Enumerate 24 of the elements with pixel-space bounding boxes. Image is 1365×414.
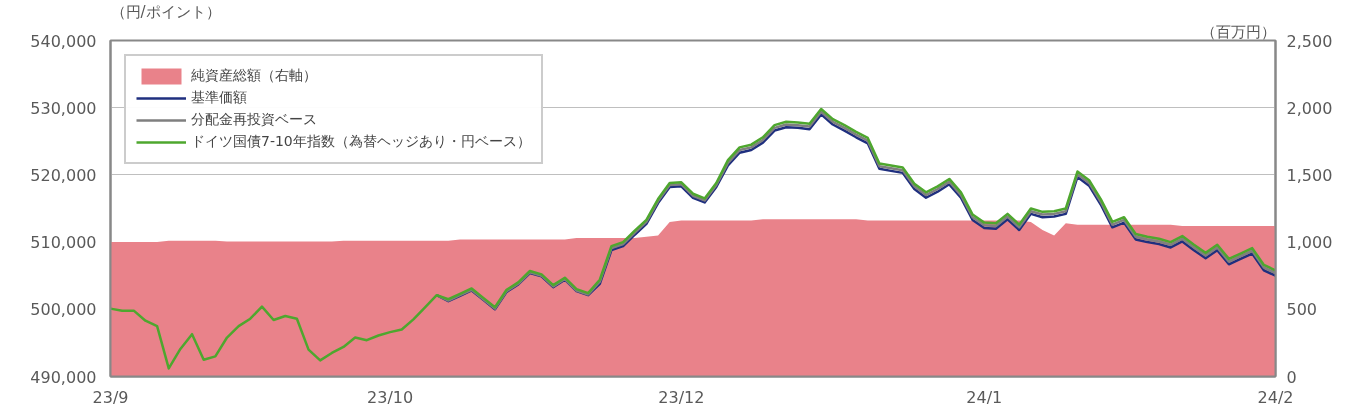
legend-label: ドイツ国債7-10年指数（為替ヘッジあり・円ベース） [191,133,531,151]
y2-axis-title: （百万円） [1200,22,1276,41]
legend-label: 分配金再投資ベース [191,111,317,129]
y2-tick-label: 1,000 [1286,233,1333,253]
y-tick-label: 530,000 [30,98,97,118]
y-tick-label: 510,000 [30,233,97,253]
line-series [110,107,1276,370]
x-tick-label: 23/10 [367,387,414,407]
y-tick-label: 500,000 [30,300,97,320]
legend-label: 基準価額 [191,89,247,107]
x-tick-label: 24/2 [1257,387,1294,407]
y2-tick-label: 500 [1286,300,1318,320]
y2-tick-label: 1,500 [1286,165,1333,185]
y2-tick-label: 0 [1286,367,1297,387]
legend-label: 純資産総額（右軸） [191,67,317,85]
x-tick-label: 24/1 [966,387,1003,407]
x-tick-label: 23/12 [658,387,705,407]
x-tick-label: 23/9 [92,387,129,407]
y-tick-label: 520,000 [30,165,97,185]
y-tick-label: 540,000 [30,31,97,51]
y2-tick-label: 2,000 [1286,98,1333,118]
y-axis-title: （円/ポイント） [110,2,221,21]
y2-tick-label: 2,500 [1286,31,1333,51]
y-tick-label: 490,000 [30,367,97,387]
